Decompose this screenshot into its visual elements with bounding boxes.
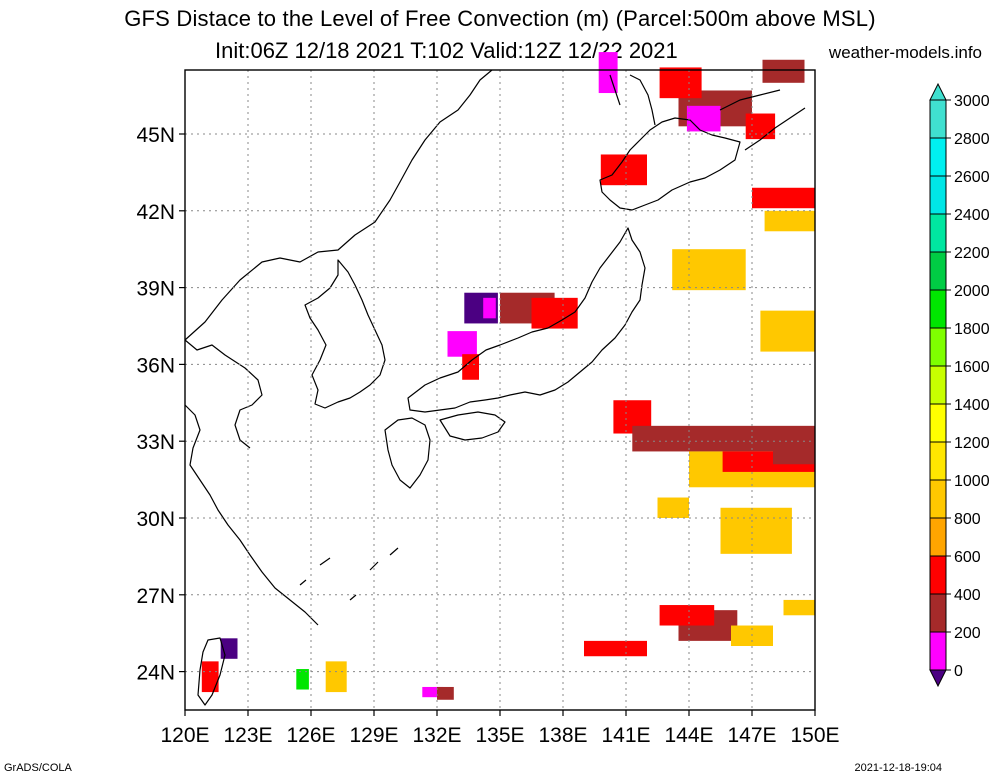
lon-tick-label: 132E (412, 724, 461, 747)
lon-tick-label: 147E (727, 724, 776, 747)
coast-kyushu (384, 417, 431, 489)
colorbar-label-2400: 2400 (954, 207, 990, 224)
coast-korea (304, 259, 386, 409)
lon-tick-label: 135E (475, 724, 524, 747)
colorbar-label-600: 600 (954, 549, 981, 566)
shade-cell-22 (720, 507, 792, 554)
colorbar-swatch-2800 (929, 99, 947, 139)
colorbar-swatch-1000 (929, 441, 947, 481)
lat-tick-label: 24N (136, 662, 175, 685)
lon-tick-label: 129E (349, 724, 398, 747)
colorbar-label-2800: 2800 (954, 131, 990, 148)
shade-cell-15 (672, 249, 746, 291)
lon-tick-label: 138E (538, 724, 587, 747)
lon-tick-label: 150E (790, 724, 839, 747)
coast-sakhalin (609, 74, 656, 126)
shade-cell-1 (483, 297, 496, 319)
coast-ryukyu (299, 547, 399, 601)
coast-shikoku (439, 411, 506, 441)
shade-cell-13 (752, 187, 815, 209)
shade-cell-25 (584, 640, 647, 657)
shade-cell-4 (447, 331, 477, 357)
colorbar-swatch-2600 (929, 137, 947, 177)
colorbar-label-3000: 3000 (954, 93, 990, 110)
lon-tick-label: 144E (664, 724, 713, 747)
shade-cell-21 (773, 433, 815, 465)
shade-cell-23 (657, 497, 689, 518)
shade-cell-5 (462, 354, 479, 380)
colorbar-label-1400: 1400 (954, 397, 990, 414)
colorbar-label-1000: 1000 (954, 473, 990, 490)
lat-tick-label: 27N (136, 585, 175, 608)
colorbar-swatch-800 (929, 479, 947, 519)
coast-kuril (719, 89, 806, 151)
shade-cell-31 (296, 669, 309, 690)
colorbar-swatch-400 (929, 555, 947, 595)
colorbar-label-0: 0 (954, 663, 963, 680)
shade-cell-26 (659, 605, 715, 626)
lon-tick-label: 141E (601, 724, 650, 747)
colorbar-swatch-600 (929, 517, 947, 557)
colorbar-label-1600: 1600 (954, 359, 990, 376)
shade-cell-9 (659, 67, 702, 99)
colorbar-swatch-2400 (929, 175, 947, 215)
lat-tick-label: 33N (136, 431, 175, 454)
colorbar-swatch-200 (929, 593, 947, 633)
colorbar-label-2000: 2000 (954, 283, 990, 300)
colorbar-label-1200: 1200 (954, 435, 990, 452)
colorbar: 0 200 400 600 800 1000 1200 1400 1600 1800 2000 220… (929, 82, 990, 688)
shade-cell-28 (783, 599, 815, 616)
lat-tick-label: 45N (136, 124, 175, 147)
colorbar-bottom-arrow (929, 669, 947, 688)
map-title-line1: GFS Distace to the Level of Free Convect… (124, 6, 876, 31)
coast-taiwan (197, 637, 226, 706)
coast-china-east (184, 404, 319, 626)
colorbar-swatch-2200 (929, 213, 947, 253)
shade-cell-14 (764, 210, 815, 232)
shade-cell-32 (325, 661, 347, 693)
coast-hokkaido (599, 117, 741, 211)
render-timestamp: 2021-12-18-19:04 (854, 762, 942, 774)
site-credit: weather-models.info (828, 43, 982, 62)
colorbar-label-400: 400 (954, 587, 981, 604)
colorbar-swatch-1400 (929, 365, 947, 405)
shade-cell-29 (201, 661, 219, 693)
software-credit: GrADS/COLA (4, 762, 72, 774)
colorbar-swatch-0 (929, 631, 947, 671)
colorbar-label-2600: 2600 (954, 169, 990, 186)
colorbar-label-2200: 2200 (954, 245, 990, 262)
map-axes: 120E 123E 126E 129E 132E 135E 138E 141E 144E 147E… (136, 124, 839, 747)
map-grid (185, 70, 815, 710)
shade-cell-11 (745, 113, 776, 140)
colorbar-swatch-1800 (929, 289, 947, 329)
lat-tick-label: 36N (136, 354, 175, 377)
shade-cell-3 (531, 297, 578, 329)
coast-asia-mainland (184, 69, 493, 449)
colorbar-top-arrow (929, 82, 947, 101)
shade-cell-7 (598, 52, 618, 94)
shade-cell-16 (760, 310, 815, 352)
shade-cell-33 (422, 686, 444, 698)
colorbar-label-800: 800 (954, 511, 981, 528)
shade-cell-12 (762, 59, 805, 83)
lat-tick-label: 42N (136, 201, 175, 224)
shade-cell-10 (686, 105, 721, 132)
lat-tick-label: 39N (136, 278, 175, 301)
colorbar-swatch-2000 (929, 251, 947, 291)
lon-tick-label: 120E (160, 724, 209, 747)
lat-tick-label: 30N (136, 508, 175, 531)
shaded-fields (201, 52, 815, 700)
lon-tick-label: 126E (286, 724, 335, 747)
colorbar-swatch-1200 (929, 403, 947, 443)
lon-tick-label: 123E (223, 724, 272, 747)
colorbar-label-200: 200 (954, 625, 981, 642)
colorbar-label-1800: 1800 (954, 321, 990, 338)
shade-cell-34 (437, 686, 454, 700)
coast-honshu (407, 227, 646, 413)
colorbar-swatch-1600 (929, 327, 947, 367)
